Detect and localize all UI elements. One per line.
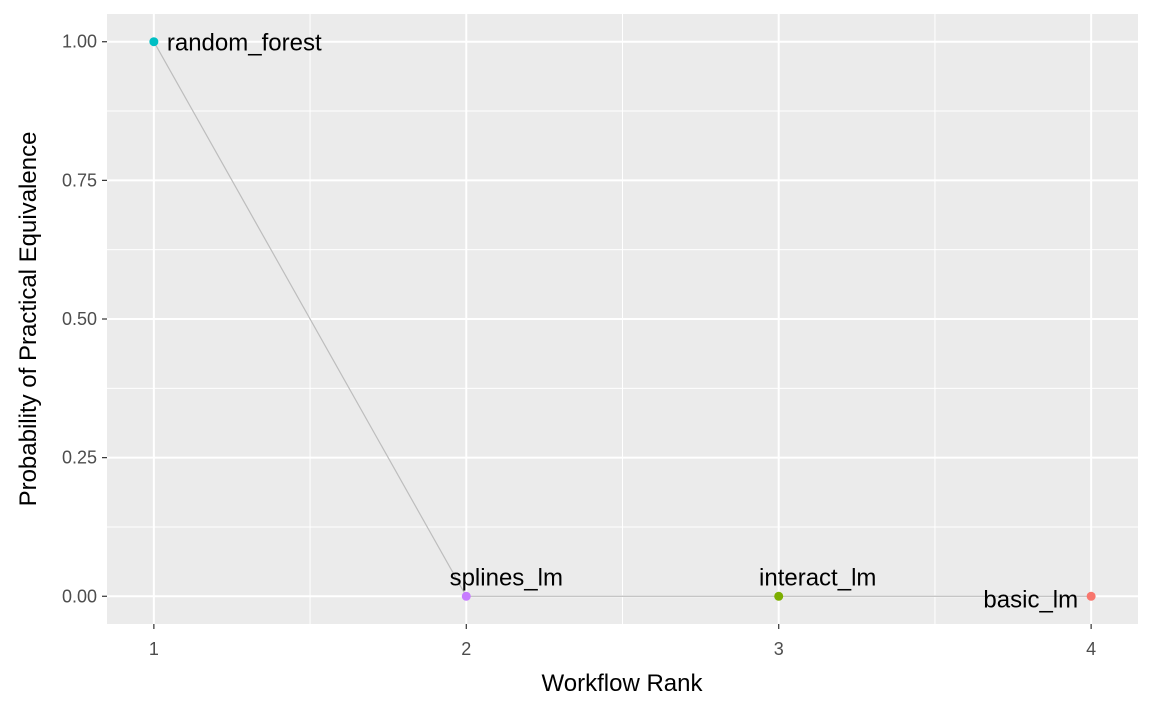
- point-label-splines-lm: splines_lm: [450, 564, 563, 591]
- data-point-random-forest: [149, 37, 159, 47]
- y-axis-title: Probability of Practical Equivalence: [15, 132, 42, 507]
- y-tick-label: 0.25: [62, 448, 97, 468]
- data-point-interact-lm: [774, 591, 784, 601]
- data-point-splines-lm: [461, 591, 471, 601]
- point-label-interact-lm: interact_lm: [759, 564, 876, 591]
- y-axis-ticks: 0.00 0.25 0.50 0.75 1.00: [62, 32, 107, 606]
- point-label-basic-lm: basic_lm: [983, 586, 1078, 613]
- y-tick-label: 1.00: [62, 32, 97, 52]
- grid: [107, 14, 1138, 624]
- x-tick-label: 2: [461, 639, 471, 659]
- x-axis-ticks: 1 2 3 4: [149, 624, 1096, 659]
- series-line: [153, 41, 1092, 597]
- x-tick-label: 3: [774, 639, 784, 659]
- points: random_forest splines_lm interact_lm basic_…: [149, 30, 1096, 613]
- series-line: [153, 41, 1092, 597]
- y-tick-label: 0.75: [62, 170, 97, 190]
- x-axis-title: Workflow Rank: [542, 670, 704, 697]
- y-tick-label: 0.00: [62, 586, 97, 606]
- data-point-basic-lm: [1086, 591, 1096, 601]
- y-tick-label: 0.50: [62, 309, 97, 329]
- x-tick-label: 1: [149, 639, 159, 659]
- x-tick-label: 4: [1086, 639, 1096, 659]
- point-label-random-forest: random_forest: [167, 30, 322, 57]
